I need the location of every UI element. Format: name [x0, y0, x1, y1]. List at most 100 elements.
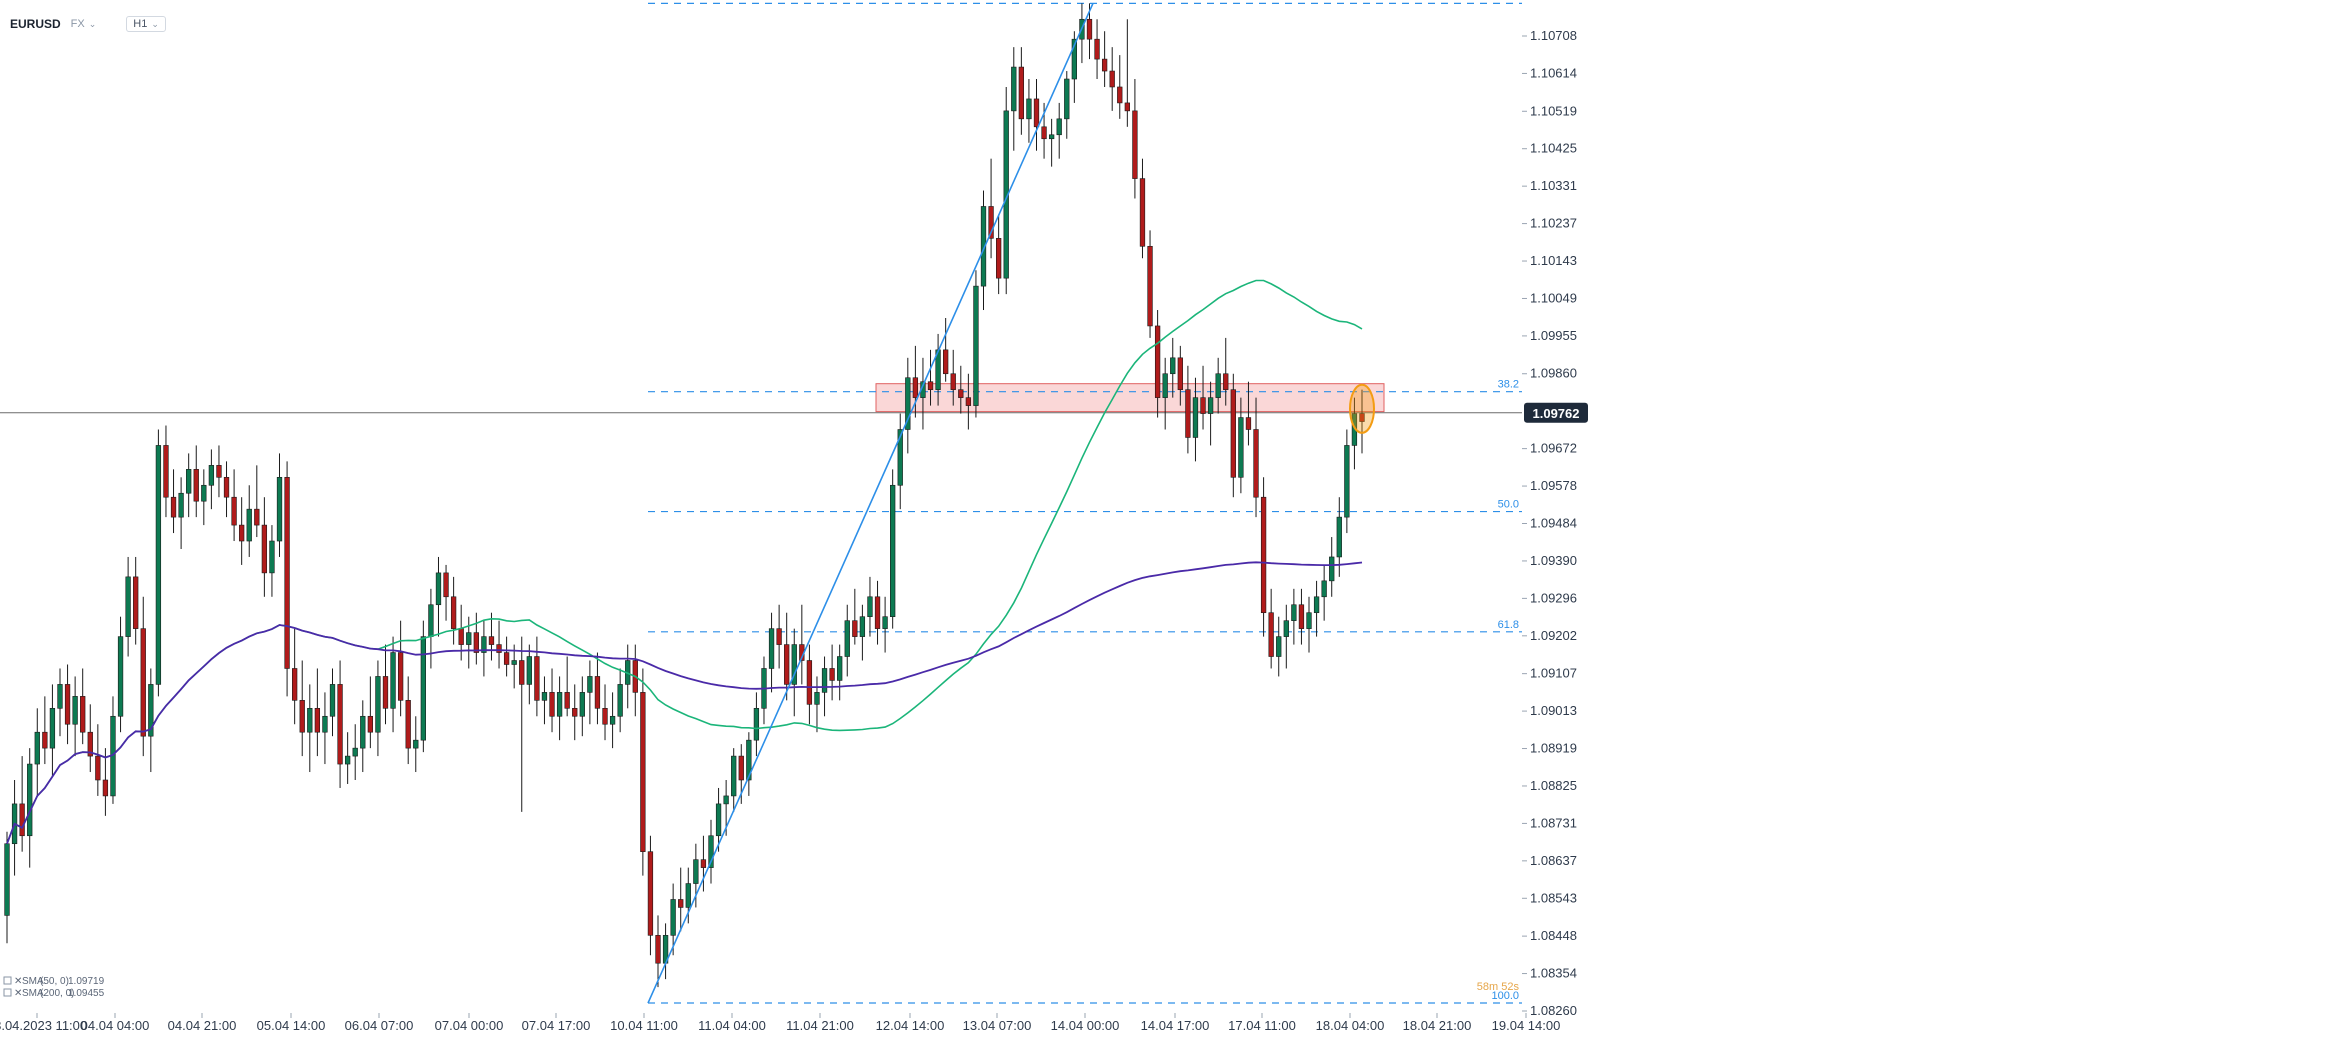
candle [852, 588, 858, 645]
candle [1124, 19, 1130, 127]
y-tick-label: 1.09202 [1530, 628, 1577, 643]
y-tick-label: 1.09013 [1530, 703, 1577, 718]
y-tick-label: 1.08731 [1530, 815, 1577, 830]
candle-body-down [1101, 58, 1108, 72]
candle-body-down [1147, 245, 1153, 327]
y-tick-label: 1.09578 [1530, 478, 1577, 493]
candle-body-up [556, 692, 563, 717]
candle [428, 588, 434, 669]
candle [223, 461, 230, 518]
candle [746, 732, 752, 796]
candle [276, 453, 283, 557]
candle [307, 684, 313, 773]
candle [1109, 47, 1115, 111]
candle-body-up [390, 652, 396, 709]
candle [784, 612, 790, 701]
candle [367, 676, 373, 749]
candle-body-down [927, 381, 934, 390]
candle-body-up [420, 636, 426, 741]
candle [897, 413, 903, 510]
candle-body-up [344, 755, 351, 765]
y-tick-label: 1.08260 [1530, 1003, 1577, 1018]
candle [617, 668, 623, 733]
legend-name: SMA [22, 988, 44, 999]
candle [1033, 79, 1040, 151]
y-tick-label: 1.08448 [1530, 928, 1577, 943]
candle-body-down [19, 803, 25, 837]
candle-body-up [322, 715, 328, 733]
candle-body-up [1321, 580, 1327, 598]
y-tick-label: 1.10708 [1530, 28, 1577, 43]
candle-body-up [27, 763, 33, 837]
candle-body-down [988, 206, 994, 239]
y-tick-label: 1.09860 [1530, 366, 1577, 381]
candle [1132, 79, 1138, 199]
candle-body-down [261, 524, 268, 574]
candle-body-down [367, 715, 373, 733]
candle-body-up [360, 715, 366, 749]
candle-body-up [1336, 516, 1342, 558]
candle [1011, 47, 1017, 151]
x-tick-label: 04.04 04:00 [81, 1018, 150, 1033]
candle-body-down [254, 508, 260, 526]
candle-body-down [912, 377, 919, 398]
candle [549, 668, 555, 733]
market-selector[interactable]: FX ⌄ [71, 18, 97, 30]
candle-body-down [1094, 38, 1100, 60]
y-tick-label: 1.10331 [1530, 178, 1577, 193]
candle [731, 748, 737, 812]
candle [337, 660, 343, 788]
candle [829, 644, 835, 701]
timeframe-selector[interactable]: H1 ⌄ [126, 16, 166, 32]
candle-body-up [1026, 98, 1032, 120]
candle [1200, 365, 1206, 430]
candle-body-down [193, 469, 199, 502]
x-tick-label: 11.04 21:00 [786, 1018, 854, 1033]
candle [791, 628, 797, 717]
candle-body-up [715, 803, 722, 837]
candle [178, 477, 184, 549]
candle-body-down [102, 779, 109, 797]
y-tick-label: 1.09390 [1530, 553, 1577, 568]
candle [1276, 616, 1282, 677]
candle [1223, 337, 1229, 406]
candle [1313, 580, 1320, 637]
candle [344, 732, 351, 784]
candle-body-down [1124, 102, 1130, 112]
y-tick-label: 1.09107 [1530, 666, 1577, 681]
candle [1117, 55, 1123, 119]
highlight-circle [1349, 383, 1375, 434]
candle-body-down [996, 238, 1002, 279]
candle [435, 556, 442, 637]
symbol-label[interactable]: EURUSD [10, 17, 61, 31]
fib-level-label: 100.0 [1491, 990, 1519, 1002]
candle [102, 748, 109, 816]
legend-name: SMA [22, 976, 44, 987]
x-tick-label: 17.04 11:00 [1228, 1018, 1296, 1033]
x-tick-label: 14.04 17:00 [1141, 1018, 1210, 1033]
price-axis[interactable]: 1.10708 1.10614 1.10519 1.10425 1.10331 1.102… [1522, 28, 1588, 1018]
candle [413, 716, 419, 773]
x-tick-label: 13.04 07:00 [963, 1018, 1032, 1033]
candle-body-down [397, 652, 404, 701]
candle [965, 373, 972, 430]
y-tick-label: 1.08919 [1530, 741, 1577, 756]
candle [814, 676, 820, 733]
candle [352, 724, 358, 780]
candle-body-down [1041, 126, 1047, 140]
candle [1026, 79, 1032, 143]
candle [647, 835, 654, 956]
candle [950, 349, 956, 406]
candle-body-up [4, 843, 10, 916]
sma-200-line [6, 561, 1363, 845]
fib-level-label: 0.0 [1504, 0, 1519, 2]
fib-level-label: 38.2 [1498, 379, 1519, 391]
candle-body-up [746, 739, 752, 781]
candle-body-down [299, 700, 305, 733]
candle-body-down [170, 496, 177, 518]
candle-body-up [867, 596, 873, 617]
fib-level-label: 50.0 [1498, 499, 1519, 511]
chevron-down-icon: ⌄ [88, 18, 97, 29]
